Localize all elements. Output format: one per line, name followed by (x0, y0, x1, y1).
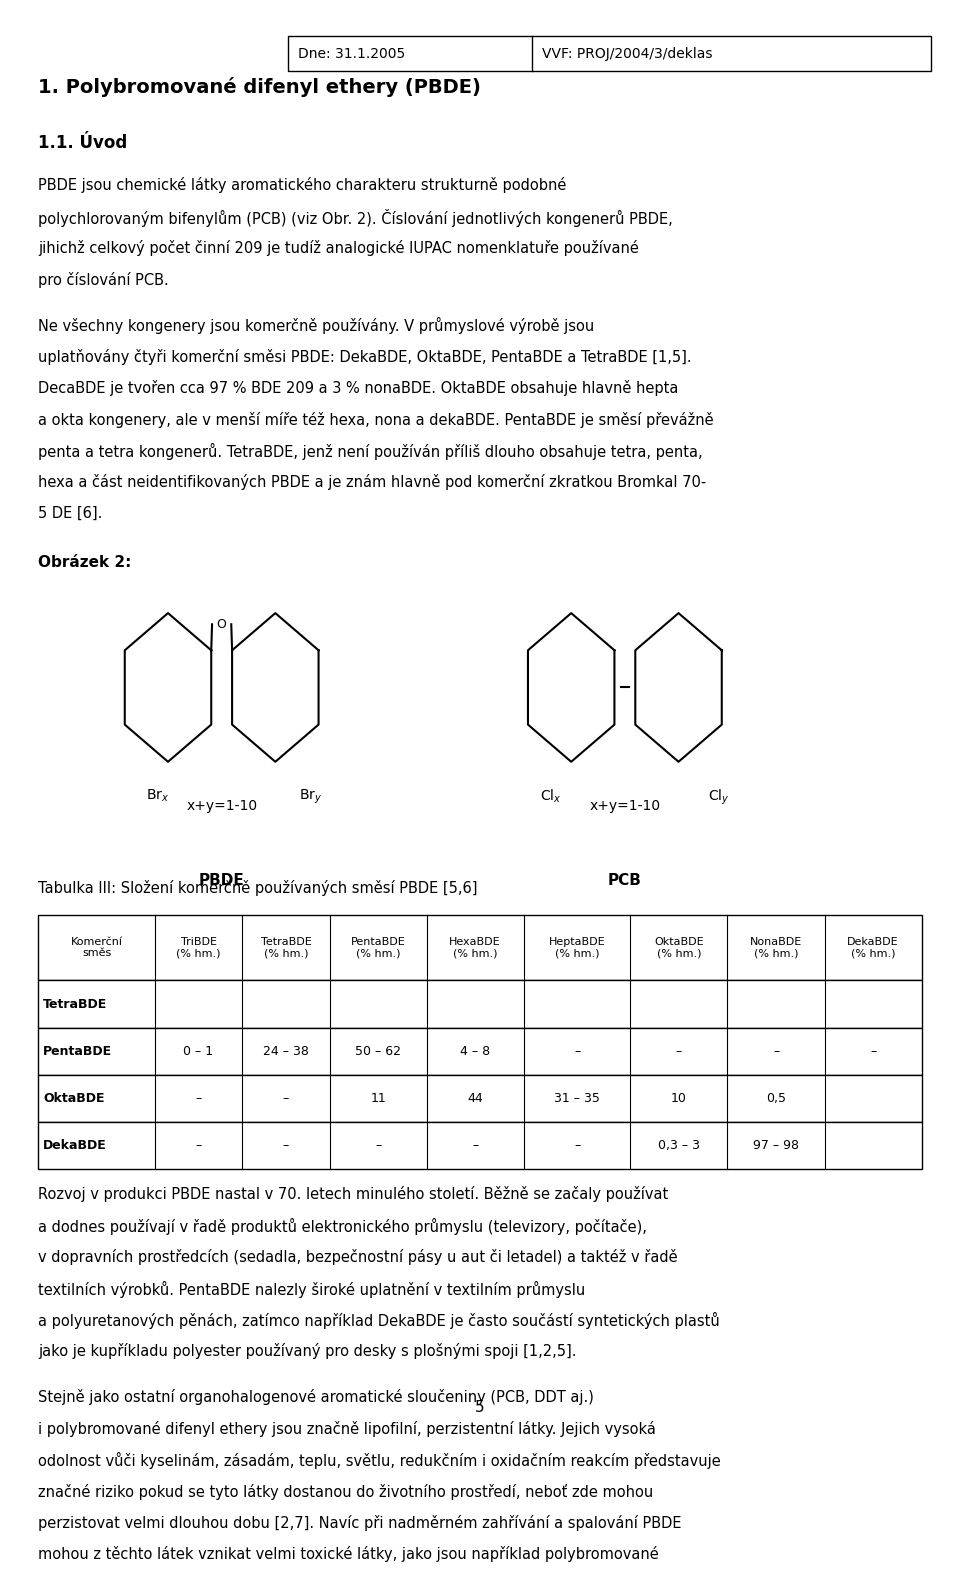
Text: perzistovat velmi dlouhou dobu [2,7]. Navíc při nadměrném zahřívání a spalování : perzistovat velmi dlouhou dobu [2,7]. Na… (38, 1514, 682, 1532)
Text: Stejně jako ostatní organohalogenové aromatické sloučeniny (PCB, DDT aj.): Stejně jako ostatní organohalogenové aro… (38, 1389, 594, 1404)
Text: 31 – 35: 31 – 35 (554, 1092, 600, 1104)
Text: TetraBDE: TetraBDE (43, 998, 108, 1010)
Text: PCB: PCB (608, 873, 642, 888)
Text: textilních výrobků. PentaBDE nalezly široké uplatnění v textilním průmyslu: textilních výrobků. PentaBDE nalezly šir… (38, 1280, 586, 1298)
Text: PentaBDE: PentaBDE (43, 1045, 112, 1057)
Text: 1.1. Úvod: 1.1. Úvod (38, 135, 128, 152)
Text: HexaBDE
(% hm.): HexaBDE (% hm.) (449, 936, 501, 958)
Text: 24 – 38: 24 – 38 (263, 1045, 309, 1057)
Text: TetraBDE
(% hm.): TetraBDE (% hm.) (260, 936, 311, 958)
Text: značné riziko pokud se tyto látky dostanou do životního prostředí, neboť zde moh: značné riziko pokud se tyto látky dostan… (38, 1483, 654, 1499)
Text: –: – (196, 1139, 202, 1152)
Text: Tabulka III: Složení komerčně používaných směsí PBDE [5,6]: Tabulka III: Složení komerčně používanýc… (38, 880, 478, 897)
Bar (38, 980, 922, 1027)
Bar (288, 36, 931, 71)
Text: mohou z těchto látek vznikat velmi toxické látky, jako jsou například polybromov: mohou z těchto látek vznikat velmi toxic… (38, 1546, 660, 1563)
Text: Obrázek 2:: Obrázek 2: (38, 555, 132, 570)
Text: Cl$_y$: Cl$_y$ (708, 787, 730, 807)
Text: DekaBDE
(% hm.): DekaBDE (% hm.) (848, 936, 899, 958)
Text: jihichž celkový počet činní 209 je tudíž analogické IUPAC nomenklatuře používané: jihichž celkový počet činní 209 je tudíž… (38, 240, 639, 256)
Text: NonaBDE
(% hm.): NonaBDE (% hm.) (750, 936, 803, 958)
Bar (38, 1075, 922, 1122)
Text: PBDE: PBDE (199, 873, 245, 888)
Text: jako je kupříkladu polyester používaný pro desky s plošnými spoji [1,2,5].: jako je kupříkladu polyester používaný p… (38, 1343, 577, 1359)
Text: 0 – 1: 0 – 1 (183, 1045, 214, 1057)
Bar (38, 1122, 922, 1169)
Text: x+y=1-10: x+y=1-10 (589, 800, 660, 812)
Text: Br$_x$: Br$_x$ (147, 787, 170, 804)
Text: Dne: 31.1.2005: Dne: 31.1.2005 (298, 47, 405, 61)
Text: –: – (375, 1139, 381, 1152)
Text: Cl$_x$: Cl$_x$ (540, 787, 562, 806)
Text: 10: 10 (671, 1092, 687, 1104)
Text: a polyuretanových pěnách, zatímco například DekaBDE je často součástí syntetický: a polyuretanových pěnách, zatímco napřík… (38, 1312, 720, 1329)
Text: PBDE jsou chemické látky aromatického charakteru strukturně podobné: PBDE jsou chemické látky aromatického ch… (38, 178, 566, 193)
Text: OktaBDE: OktaBDE (43, 1092, 105, 1104)
Text: penta a tetra kongenerů. TetraBDE, jenž není používán příliš dlouho obsahuje tet: penta a tetra kongenerů. TetraBDE, jenž … (38, 443, 703, 460)
Text: 0,3 – 3: 0,3 – 3 (658, 1139, 700, 1152)
Text: –: – (574, 1139, 580, 1152)
Text: VVF: PROJ/2004/3/deklas: VVF: PROJ/2004/3/deklas (542, 47, 712, 61)
Text: OktaBDE
(% hm.): OktaBDE (% hm.) (654, 936, 704, 958)
Text: 11: 11 (371, 1092, 386, 1104)
Text: pro číslování PCB.: pro číslování PCB. (38, 272, 169, 287)
Text: –: – (773, 1045, 780, 1057)
Text: Rozvoj v produkci PBDE nastal v 70. letech minulého století. Běžně se začaly pou: Rozvoj v produkci PBDE nastal v 70. lete… (38, 1186, 669, 1202)
Text: O: O (217, 617, 227, 632)
Text: 5 DE [6].: 5 DE [6]. (38, 506, 103, 522)
Text: –: – (870, 1045, 876, 1057)
Text: a dodnes používají v řadě produktů elektronického průmyslu (televizory, počítače: a dodnes používají v řadě produktů elekt… (38, 1218, 647, 1235)
Text: v dopravních prostředcích (sedadla, bezpečnostní pásy u aut či letadel) a taktéž: v dopravních prostředcích (sedadla, bezp… (38, 1249, 678, 1265)
Text: –: – (472, 1139, 478, 1152)
Text: TriBDE
(% hm.): TriBDE (% hm.) (177, 936, 221, 958)
Text: –: – (676, 1045, 683, 1057)
Text: i polybromované difenyl ethery jsou značně lipofilní, perzistentní látky. Jejich: i polybromované difenyl ethery jsou znač… (38, 1420, 657, 1436)
Text: DecaBDE je tvořen cca 97 % BDE 209 a 3 % nonaBDE. OktaBDE obsahuje hlavně hepta: DecaBDE je tvořen cca 97 % BDE 209 a 3 %… (38, 380, 679, 396)
Text: DekaBDE: DekaBDE (43, 1139, 107, 1152)
Text: –: – (574, 1045, 580, 1057)
Text: polychlorovaným bifenylům (PCB) (viz Obr. 2). Číslování jednotlivých kongenerů P: polychlorovaným bifenylům (PCB) (viz Obr… (38, 209, 673, 226)
Text: –: – (283, 1139, 289, 1152)
Text: x+y=1-10: x+y=1-10 (186, 800, 257, 812)
Text: –: – (283, 1092, 289, 1104)
Text: Br$_y$: Br$_y$ (299, 787, 322, 806)
Text: HeptaBDE
(% hm.): HeptaBDE (% hm.) (549, 936, 606, 958)
Text: 0,5: 0,5 (766, 1092, 786, 1104)
Bar (38, 1027, 922, 1075)
Text: hexa a část neidentifikovaných PBDE a je znám hlavně pod komerční zkratkou Bromk: hexa a část neidentifikovaných PBDE a je… (38, 474, 707, 490)
Text: 44: 44 (468, 1092, 483, 1104)
Text: Komerční
směs: Komerční směs (71, 936, 123, 958)
Text: Ne všechny kongenery jsou komerčně používány. V průmyslové výrobě jsou: Ne všechny kongenery jsou komerčně použí… (38, 317, 594, 335)
Text: odolnost vůči kyselinám, zásadám, teplu, světlu, redukčním i oxidačním reakcím p: odolnost vůči kyselinám, zásadám, teplu,… (38, 1452, 721, 1469)
Text: 1. Polybromované difenyl ethery (PBDE): 1. Polybromované difenyl ethery (PBDE) (38, 77, 481, 97)
Text: 50 – 62: 50 – 62 (355, 1045, 401, 1057)
Text: PentaBDE
(% hm.): PentaBDE (% hm.) (350, 936, 405, 958)
Text: 4 – 8: 4 – 8 (460, 1045, 491, 1057)
Text: a okta kongenery, ale v menší míře též hexa, nona a dekaBDE. PentaBDE je směsí p: a okta kongenery, ale v menší míře též h… (38, 412, 714, 427)
Text: uplatňovány čtyři komerční směsi PBDE: DekaBDE, OktaBDE, PentaBDE a TetraBDE [1,: uplatňovány čtyři komerční směsi PBDE: D… (38, 349, 692, 364)
Text: –: – (196, 1092, 202, 1104)
Text: 97 – 98: 97 – 98 (753, 1139, 799, 1152)
Text: 5: 5 (475, 1400, 485, 1415)
Bar (38, 914, 922, 980)
